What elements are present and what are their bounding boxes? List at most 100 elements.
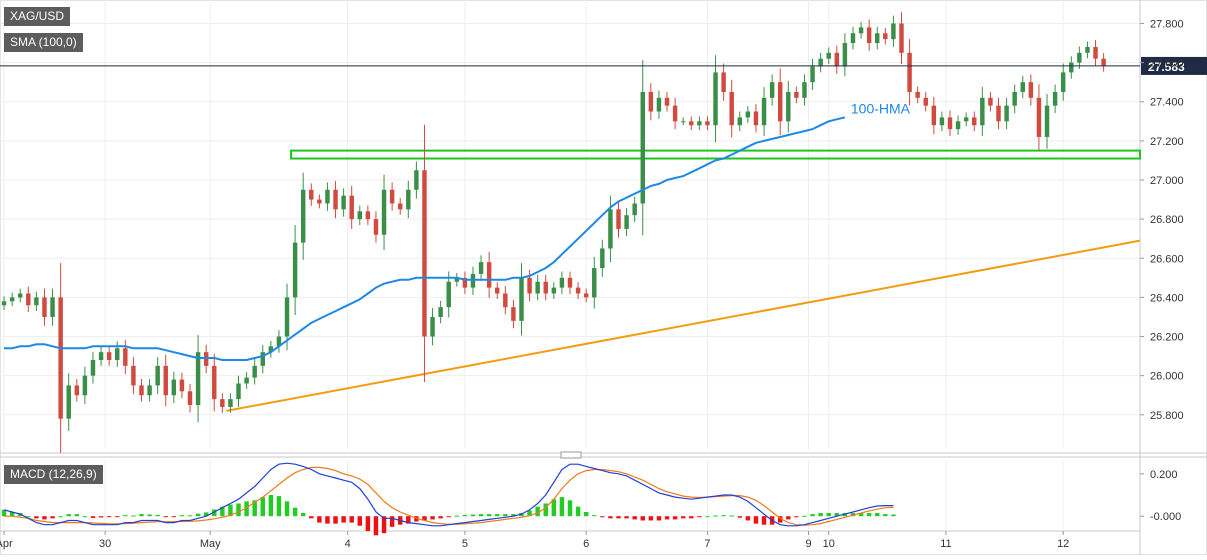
macd-histogram-bar (58, 516, 63, 518)
candle-body (923, 97, 928, 106)
candle-body (907, 52, 912, 92)
hma-label: 100-HMA (851, 100, 911, 116)
macd-histogram-bar (672, 516, 678, 520)
candle-body (648, 91, 654, 112)
candle-body (123, 348, 128, 366)
candle-body (50, 297, 55, 317)
macd-histogram-bar (430, 516, 435, 520)
candle-body (438, 307, 443, 317)
macd-histogram-bar (616, 516, 621, 519)
candle-body (284, 297, 290, 337)
candle-body (268, 346, 274, 353)
candle-body (697, 121, 702, 126)
candle-body (414, 170, 419, 190)
macd-histogram-bar (115, 516, 120, 518)
candle-body (1101, 58, 1106, 66)
macd-histogram-bar (624, 516, 629, 519)
candle-body (147, 385, 152, 396)
candle-body (810, 66, 815, 83)
macd-histogram-bar (74, 514, 80, 517)
candle-body (583, 293, 589, 298)
macd-histogram-bar (810, 514, 815, 517)
macd-histogram-bar (317, 516, 322, 523)
price-tick-label: 25.800 (1150, 410, 1184, 422)
candle-body (737, 117, 743, 126)
macd-histogram-bar (802, 515, 807, 517)
candle-body (155, 365, 160, 386)
macd-histogram-bar (575, 506, 581, 517)
macd-histogram-bar (106, 516, 112, 518)
macd-histogram-bar (697, 516, 702, 518)
macd-histogram-bar (632, 516, 637, 520)
macd-histogram-bar (98, 516, 104, 518)
candle-body (842, 43, 848, 67)
macd-histogram-bar (543, 503, 548, 517)
support-zone-group (290, 149, 1141, 160)
candle-body (1069, 62, 1074, 73)
candle-body (891, 23, 896, 40)
candle-body (66, 385, 71, 419)
candle-body (988, 97, 993, 106)
candle-body (1028, 82, 1034, 98)
time-tick-label: 30 (99, 538, 111, 550)
time-tick-label: 12 (1057, 538, 1069, 550)
candle-body (786, 91, 791, 122)
candle-body (478, 262, 484, 274)
macd-histogram-bar (300, 513, 306, 517)
candle-body (236, 383, 241, 400)
macd-line (3, 462, 894, 527)
candle-body (899, 23, 904, 53)
macd-histogram-bar (276, 496, 282, 517)
candle-body (365, 211, 371, 220)
candle-body (543, 281, 548, 294)
candle-body (632, 203, 637, 216)
candle-body (761, 97, 767, 126)
candle-body (34, 297, 39, 306)
candle-body (131, 365, 136, 386)
candle-body (300, 189, 306, 243)
macd-histogram-bar (373, 516, 379, 536)
macd-histogram-bar (721, 515, 726, 517)
macd-histogram-bar (462, 514, 468, 517)
candle-body (875, 33, 880, 44)
candle-body (559, 277, 565, 288)
macd-histogram-bar (777, 516, 783, 523)
candle-body (1077, 52, 1082, 63)
candle-body (357, 211, 363, 220)
candle-body (1052, 91, 1058, 106)
candle-body (220, 399, 225, 407)
macd-histogram-bar (486, 514, 492, 517)
macd-histogram-bar (705, 516, 710, 518)
candles-group (1, 12, 1106, 453)
candle-body (163, 365, 168, 396)
candle-body (341, 195, 346, 210)
macd-indicator-label: MACD (12,26,9) (4, 465, 103, 484)
symbol-label: XAG/USD (4, 7, 71, 26)
macd-histogram-bar (365, 516, 371, 532)
candle-body (82, 375, 88, 396)
candle-body (511, 307, 516, 321)
candle-body (58, 297, 63, 419)
price-tick-label: 27.600 (1150, 58, 1184, 70)
candle-body (818, 58, 823, 67)
candle-body (575, 287, 581, 294)
candle-body (98, 352, 104, 360)
macd-histogram-bar (689, 516, 694, 519)
candle-body (422, 170, 427, 337)
candle-body (1, 301, 7, 306)
sma-indicator-label: SMA (100,0) (4, 33, 83, 52)
macd-histogram-bar (592, 515, 597, 517)
candle-body (276, 336, 282, 347)
candle-body (252, 365, 257, 378)
price-tick-label: 27.200 (1150, 136, 1184, 148)
candle-body (1004, 105, 1009, 122)
macd-histogram-bar (66, 514, 71, 517)
candle-body (1085, 46, 1090, 53)
candle-body (260, 352, 265, 366)
macd-histogram-bar (794, 516, 799, 518)
macd-histogram-bar (309, 516, 314, 519)
macd-histogram-bar (139, 514, 144, 517)
macd-histogram-bar (818, 513, 823, 517)
macd-histogram-bar (875, 513, 880, 517)
